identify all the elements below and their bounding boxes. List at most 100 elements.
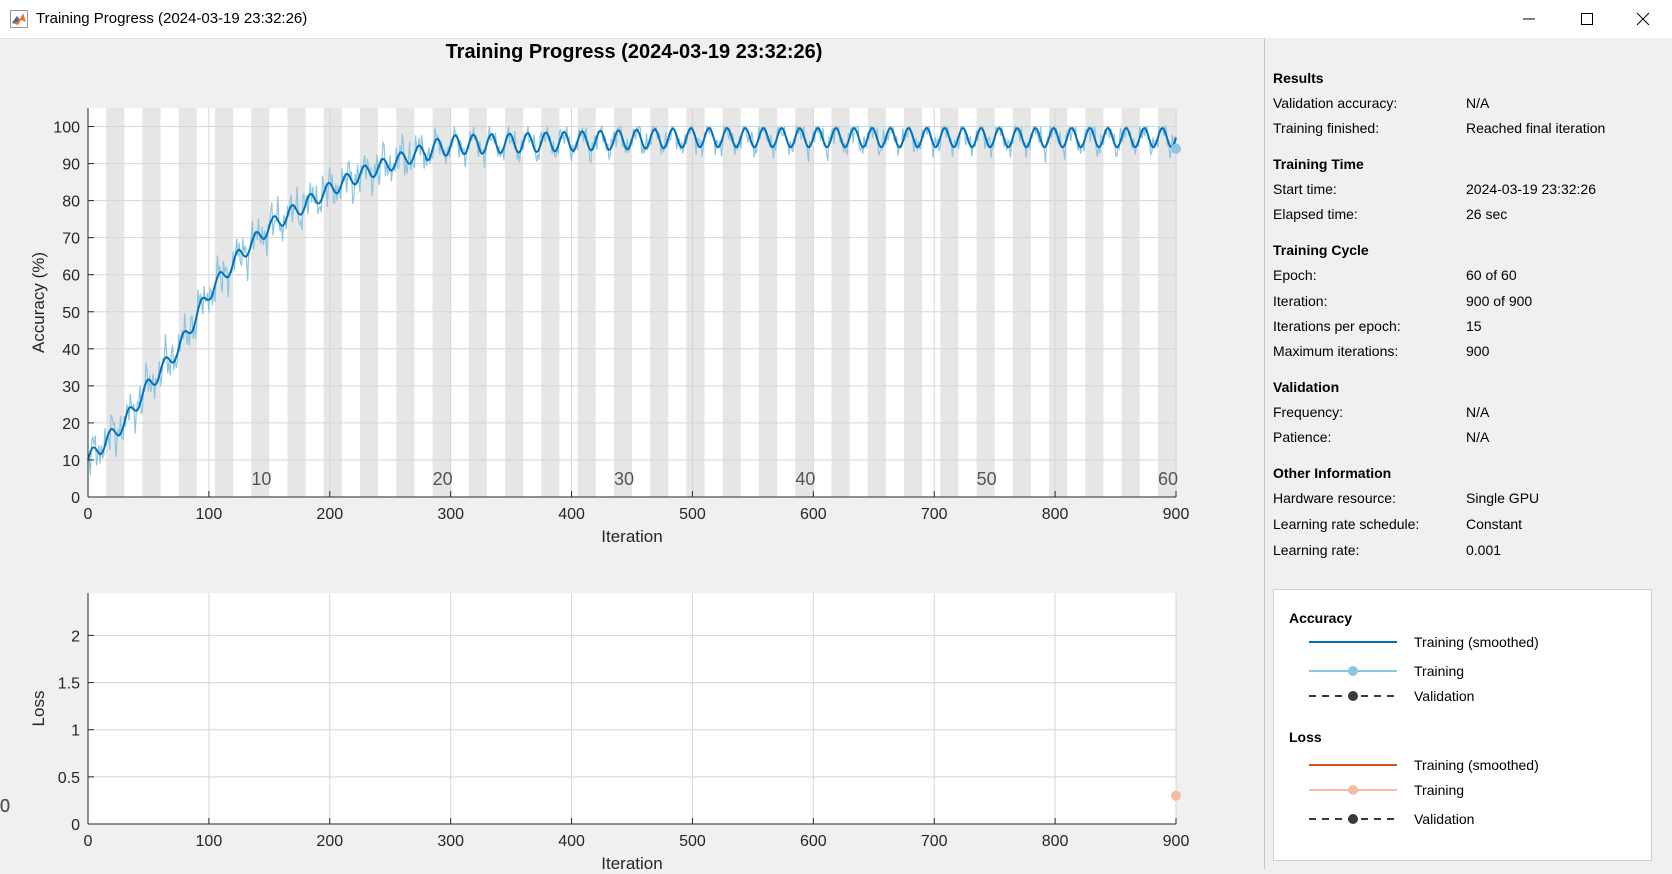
info-label: Frequency: bbox=[1273, 404, 1344, 420]
x-tick-label: 400 bbox=[558, 833, 585, 850]
epoch-band bbox=[432, 108, 451, 497]
info-label: Patience: bbox=[1273, 429, 1332, 445]
epoch-band bbox=[106, 108, 125, 497]
info-value: 15 bbox=[1466, 318, 1482, 334]
info-value: N/A bbox=[1466, 429, 1490, 445]
info-value: 60 of 60 bbox=[1466, 267, 1517, 283]
epoch-band bbox=[1049, 108, 1068, 497]
info-panel: Results Validation accuracy: N/A Trainin… bbox=[1264, 38, 1672, 869]
info-label: Maximum iterations: bbox=[1273, 343, 1399, 359]
epoch-band bbox=[613, 108, 632, 497]
epoch-band bbox=[940, 108, 959, 497]
plot-background bbox=[88, 593, 1176, 824]
legend-line-marker-icon bbox=[1309, 666, 1397, 676]
info-label: Iterations per epoch: bbox=[1273, 318, 1401, 334]
epoch-band bbox=[831, 108, 850, 497]
epoch-label: 30 bbox=[0, 796, 10, 816]
final-training-marker bbox=[1171, 790, 1181, 801]
epoch-band bbox=[251, 108, 270, 497]
legend-label: Validation bbox=[1414, 811, 1475, 827]
y-tick-label: 100 bbox=[53, 120, 80, 137]
epoch-band bbox=[1157, 108, 1176, 497]
epoch-band bbox=[178, 108, 197, 497]
info-value: 0.001 bbox=[1466, 542, 1502, 558]
minimize-button[interactable] bbox=[1500, 0, 1558, 38]
legend-line-solid-icon bbox=[1309, 641, 1397, 643]
info-label: Start time: bbox=[1273, 181, 1337, 197]
epoch-band bbox=[360, 108, 379, 497]
info-value: Single GPU bbox=[1466, 490, 1540, 506]
epoch-band bbox=[323, 108, 342, 497]
y-tick-label: 20 bbox=[62, 416, 80, 433]
x-tick-label: 300 bbox=[437, 506, 464, 523]
epoch-band bbox=[505, 108, 524, 497]
info-value: N/A bbox=[1466, 404, 1490, 420]
maximize-icon bbox=[1581, 13, 1593, 25]
window-title: Training Progress (2024-03-19 23:32:26) bbox=[36, 10, 308, 27]
epoch-band bbox=[541, 108, 560, 497]
legend-label: Training (smoothed) bbox=[1414, 634, 1539, 650]
training-plots: Training Progress (2024-03-19 23:32:26) … bbox=[0, 38, 1190, 873]
info-label: Hardware resource: bbox=[1273, 490, 1396, 506]
y-tick-label: 30 bbox=[62, 379, 80, 396]
x-tick-label: 800 bbox=[1042, 506, 1069, 523]
plot-area: Training Progress (2024-03-19 23:32:26) … bbox=[0, 38, 1262, 873]
final-training-marker bbox=[1171, 143, 1181, 154]
legend-line-marker-icon bbox=[1309, 785, 1397, 795]
y-tick-label: 50 bbox=[62, 305, 80, 322]
x-tick-label: 200 bbox=[316, 833, 343, 850]
epoch-band bbox=[1121, 108, 1140, 497]
y-axis-label: Accuracy (%) bbox=[29, 252, 48, 353]
x-tick-label: 900 bbox=[1163, 833, 1190, 850]
y-tick-label: 40 bbox=[62, 342, 80, 359]
close-icon bbox=[1636, 12, 1650, 26]
legend-label: Training bbox=[1414, 663, 1465, 679]
y-tick-label: 1 bbox=[71, 723, 80, 740]
info-label: Elapsed time: bbox=[1273, 206, 1358, 222]
x-tick-label: 0 bbox=[84, 506, 93, 523]
epoch-band bbox=[577, 108, 596, 497]
section-title-validation: Validation bbox=[1273, 379, 1340, 395]
y-tick-label: 80 bbox=[62, 194, 80, 211]
maximize-button[interactable] bbox=[1558, 0, 1616, 38]
info-label: Validation accuracy: bbox=[1273, 95, 1398, 111]
x-axis-label: Iteration bbox=[601, 527, 662, 546]
epoch-label: 50 bbox=[977, 469, 997, 489]
x-tick-label: 200 bbox=[316, 506, 343, 523]
epoch-band bbox=[867, 108, 886, 497]
legend-line-dashed-icon bbox=[1309, 691, 1397, 701]
epoch-label: 30 bbox=[614, 469, 634, 489]
legend-line-solid-icon bbox=[1309, 764, 1397, 766]
y-tick-label: 0 bbox=[71, 817, 80, 834]
info-value: 900 bbox=[1466, 343, 1490, 359]
epoch-band bbox=[287, 108, 306, 497]
info-label: Epoch: bbox=[1273, 267, 1317, 283]
training-info[interactable]: Results Validation accuracy: N/A Trainin… bbox=[1265, 38, 1672, 580]
info-value: 900 of 900 bbox=[1466, 293, 1533, 309]
epoch-label: 50 bbox=[0, 796, 10, 816]
section-title-training-time: Training Time bbox=[1273, 156, 1364, 172]
x-tick-label: 800 bbox=[1042, 833, 1069, 850]
legend-label: Training (smoothed) bbox=[1414, 757, 1539, 773]
legend-label: Training bbox=[1414, 782, 1465, 798]
x-tick-label: 600 bbox=[800, 833, 827, 850]
close-button[interactable] bbox=[1614, 0, 1672, 38]
loss-plot: 10203040506000.511.520100200300400500600… bbox=[0, 593, 1190, 873]
section-title-other-information: Other Information bbox=[1273, 465, 1392, 481]
epoch-label: 20 bbox=[0, 796, 10, 816]
legend-title-accuracy: Accuracy bbox=[1289, 610, 1353, 626]
epoch-band bbox=[722, 108, 741, 497]
epoch-band bbox=[758, 108, 778, 497]
y-tick-label: 90 bbox=[62, 157, 80, 174]
matlab-icon bbox=[10, 10, 28, 28]
epoch-label: 20 bbox=[433, 469, 453, 489]
epoch-label: 60 bbox=[1158, 469, 1178, 489]
title-bar: Training Progress (2024-03-19 23:32:26) bbox=[0, 0, 1672, 39]
y-axis-label: Loss bbox=[29, 691, 48, 727]
epoch-band bbox=[650, 108, 669, 497]
epoch-band bbox=[1012, 108, 1031, 497]
x-tick-label: 500 bbox=[679, 833, 706, 850]
y-tick-label: 0 bbox=[71, 490, 80, 507]
epoch-band bbox=[142, 108, 161, 497]
